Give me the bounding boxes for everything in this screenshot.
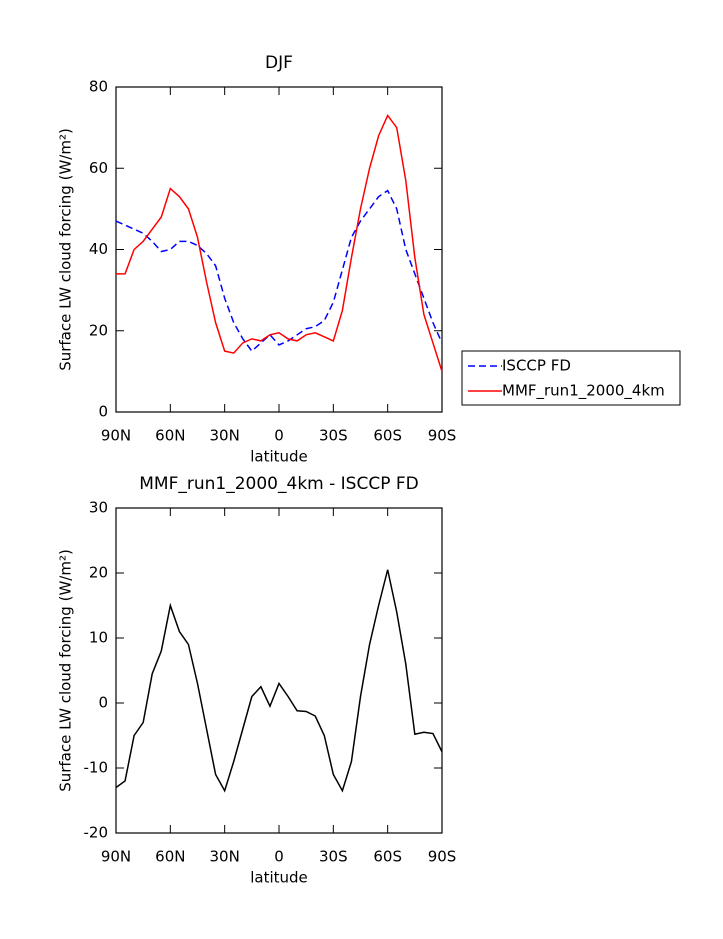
x-tick-label: 30S (319, 848, 348, 866)
legend-label: ISCCP FD (502, 357, 571, 375)
data-line (115, 569, 443, 793)
x-tick-label: 90S (428, 427, 457, 445)
plot-frame (115, 507, 443, 834)
y-axis-label: Surface LW cloud forcing (W/m²) (57, 549, 75, 792)
y-tick-label: -20 (84, 824, 109, 842)
y-tick-label: 40 (89, 240, 108, 258)
x-tick-label: 30S (319, 427, 348, 445)
y-tick-label: 0 (98, 403, 108, 421)
legend-label: MMF_run1_2000_4km (502, 382, 665, 401)
x-tick-label: 30N (210, 848, 240, 866)
y-tick-label: 30 (89, 499, 108, 517)
x-tick-label: 60N (155, 848, 185, 866)
x-tick-label: 90S (428, 848, 457, 866)
y-tick-label: 0 (98, 694, 108, 712)
y-tick-label: 80 (89, 78, 108, 96)
x-tick-label: 60S (373, 427, 402, 445)
data-line (116, 113, 443, 372)
x-tick-label: 90N (101, 848, 131, 866)
x-tick-label: 30N (210, 427, 240, 445)
data-line (115, 189, 443, 353)
x-tick-label: 60N (155, 427, 185, 445)
legend-box (461, 350, 681, 406)
y-tick-label: 60 (89, 159, 108, 177)
y-tick-label: 20 (89, 564, 108, 582)
x-axis-label: latitude (250, 448, 308, 466)
y-axis-label: Surface LW cloud forcing (W/m²) (57, 128, 75, 371)
y-tick-label: 10 (89, 629, 108, 647)
x-tick-label: 90N (101, 427, 131, 445)
y-tick-label: -10 (84, 759, 109, 777)
y-tick-label: 20 (89, 321, 108, 339)
chart-title: MMF_run1_2000_4km - ISCCP FD (139, 474, 418, 494)
x-tick-label: 60S (373, 848, 402, 866)
plot-frame (115, 86, 443, 413)
x-axis-label: latitude (250, 869, 308, 887)
chart-title: DJF (265, 53, 293, 73)
x-tick-label: 0 (274, 427, 284, 445)
x-tick-label: 0 (274, 848, 284, 866)
